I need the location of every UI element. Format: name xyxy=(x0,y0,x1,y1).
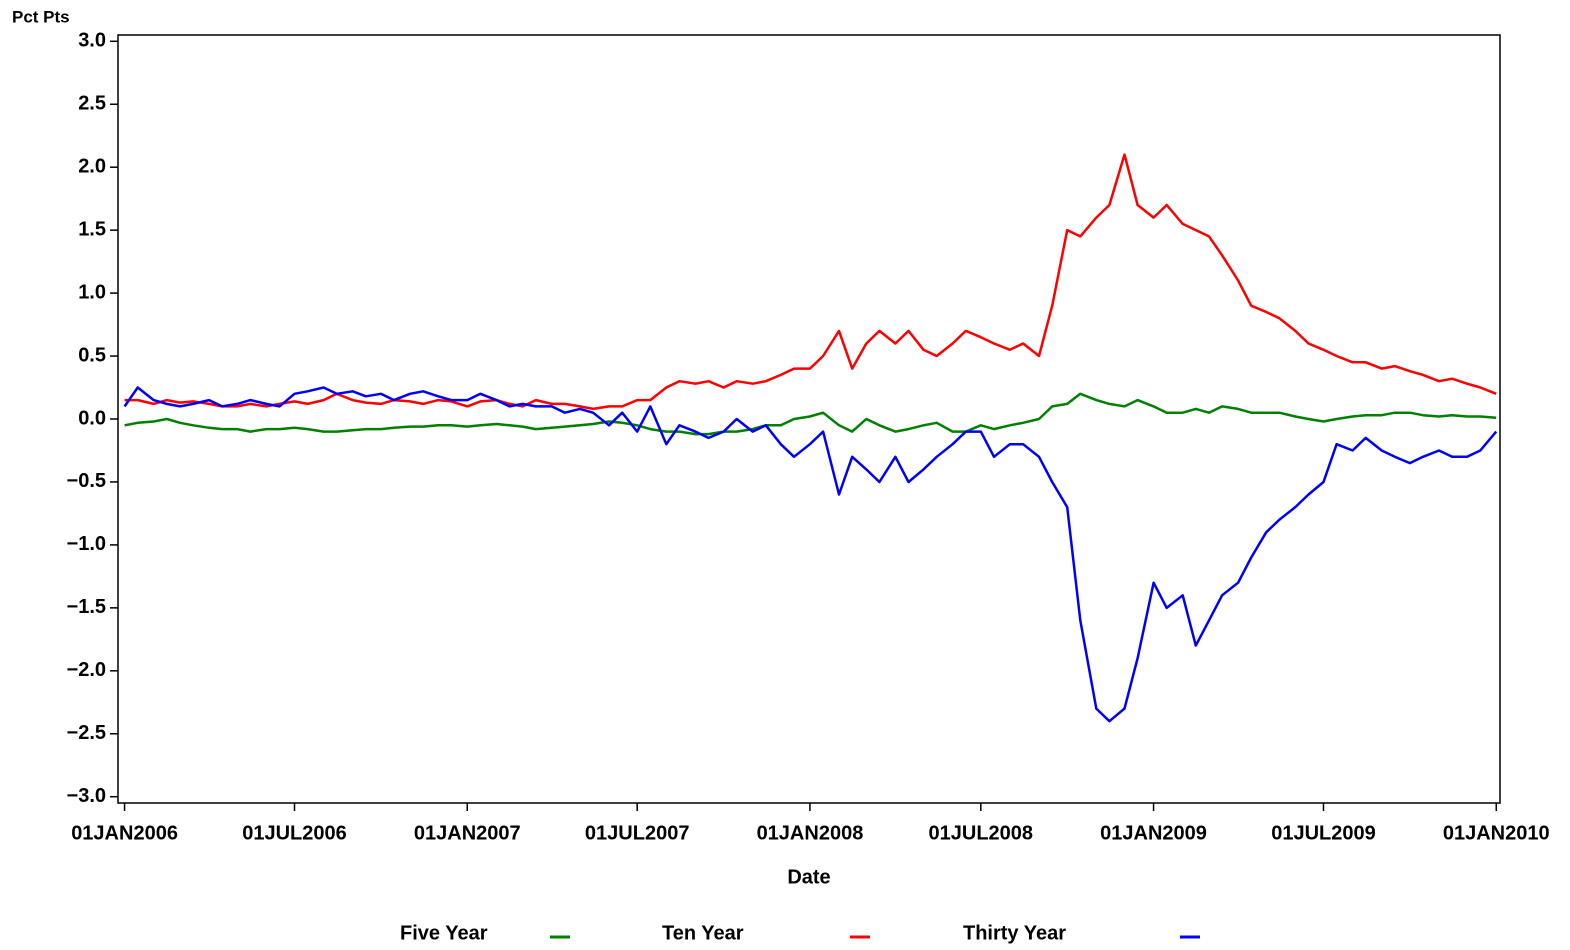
x-tick-label: 01JUL2007 xyxy=(585,822,690,844)
series-line xyxy=(124,392,1497,436)
x-tick-label: 01JAN2006 xyxy=(71,822,178,844)
y-tick-label: 1.5 xyxy=(78,218,106,240)
x-tick-label: 01JUL2006 xyxy=(242,822,347,844)
y-tick-label: 0.5 xyxy=(78,344,106,366)
x-tick-label: 01JUL2009 xyxy=(1271,822,1376,844)
x-tick-label: 01JAN2009 xyxy=(1100,822,1207,844)
y-tick-label: −2.5 xyxy=(67,722,106,744)
y-tick-label: −1.0 xyxy=(67,533,106,555)
legend-label: Five Year xyxy=(400,922,488,944)
y-tick-label: −1.5 xyxy=(67,596,106,618)
legend-label: Thirty Year xyxy=(963,922,1066,944)
series-line xyxy=(124,153,1497,411)
plot-frame xyxy=(117,34,1501,804)
y-tick-label: 2.0 xyxy=(78,155,106,177)
x-axis-label: Date xyxy=(787,866,830,888)
y-axis-label: Pct Pts xyxy=(12,7,70,26)
y-tick-label: −3.0 xyxy=(67,785,106,807)
x-tick-label: 01JAN2008 xyxy=(757,822,864,844)
y-tick-label: 3.0 xyxy=(78,30,106,52)
x-tick-label: 01JAN2007 xyxy=(414,822,521,844)
y-tick-label: −0.5 xyxy=(67,470,106,492)
series-line xyxy=(123,386,1498,723)
legend-label: Ten Year xyxy=(662,922,744,944)
y-tick-label: 0.0 xyxy=(78,407,106,429)
y-tick-label: 2.5 xyxy=(78,93,106,115)
y-tick-label: 1.0 xyxy=(78,281,106,303)
y-tick-label: −2.0 xyxy=(67,659,106,681)
x-tick-label: 01JUL2008 xyxy=(929,822,1034,844)
x-tick-label: 01JAN2010 xyxy=(1443,822,1550,844)
